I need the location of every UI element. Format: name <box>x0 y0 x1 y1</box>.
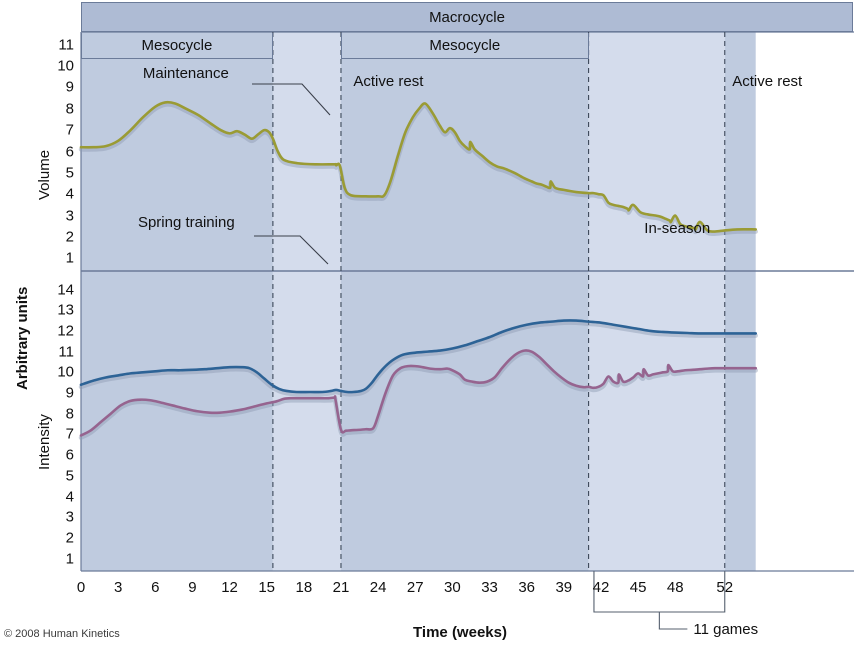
games-bracket-label: 11 games <box>693 621 759 638</box>
x-tick-30: 30 <box>444 579 461 596</box>
y-tick-volume-9: 9 <box>65 78 74 96</box>
maintenance-leader-line <box>252 83 331 116</box>
x-tick-21: 21 <box>332 579 350 596</box>
macrocycle-banner: Macrocycle <box>81 2 853 32</box>
x-tick-15: 15 <box>258 579 276 596</box>
copyright-notice: © 2008 Human Kinetics <box>4 628 120 640</box>
x-tick-39: 39 <box>555 579 573 596</box>
x-tick-45: 45 <box>629 579 647 596</box>
spring-training-label: Spring training <box>137 214 235 232</box>
active-rest-end-label: Active rest <box>732 73 803 91</box>
x-tick-18: 18 <box>295 579 313 596</box>
y-tick-intensity-8: 8 <box>65 405 74 423</box>
x-tick-9: 9 <box>188 579 197 596</box>
mesocycle-bar-label-1: Mesocycle <box>141 37 213 54</box>
series-line-volume <box>79 100 758 233</box>
y-tick-intensity-7: 7 <box>65 425 74 443</box>
y-tick-intensity-9: 9 <box>65 384 74 402</box>
mesocycle-bar-label-2: Mesocycle <box>429 37 501 54</box>
y-tick-volume-11: 11 <box>58 36 74 54</box>
active-rest-mid-label: Active rest <box>353 73 424 91</box>
y-tick-volume-4: 4 <box>65 185 74 203</box>
maintenance-label: Maintenance <box>142 64 229 82</box>
x-tick-42: 42 <box>592 579 610 596</box>
phase-band-active-rest-4 <box>724 32 756 571</box>
phase-band-in-season-3 <box>588 32 725 571</box>
y-tick-volume-8: 8 <box>65 100 74 118</box>
macrocycle-banner-label: Macrocycle <box>429 8 505 26</box>
y-tick-intensity-12: 12 <box>57 322 74 340</box>
y-tick-intensity-11: 11 <box>58 343 74 361</box>
x-tick-12: 12 <box>221 579 238 596</box>
x-tick-24: 24 <box>369 579 387 596</box>
y-tick-volume-1: 1 <box>65 249 74 267</box>
x-tick-48: 48 <box>666 579 684 596</box>
mesocycle-bar-2: Mesocycle <box>340 33 589 59</box>
y-tick-intensity-5: 5 <box>65 467 74 485</box>
overall-y-axis-title: Arbitrary units <box>14 286 31 390</box>
series-shadow-intensity-high <box>78 320 758 397</box>
series-line-intensity-low <box>79 349 758 437</box>
y-tick-intensity-10: 10 <box>57 363 74 381</box>
x-tick-6: 6 <box>151 579 160 596</box>
y-tick-intensity-14: 14 <box>57 281 74 299</box>
series-shadow-intensity-low <box>78 350 758 440</box>
y-tick-intensity-4: 4 <box>65 488 74 505</box>
x-tick-27: 27 <box>406 579 424 596</box>
y-tick-intensity-6: 6 <box>65 446 74 464</box>
intensity-axis-title: Intensity <box>36 414 53 470</box>
y-tick-volume-7: 7 <box>65 121 74 139</box>
mesocycle-bar-1: Mesocycle <box>81 33 273 59</box>
volume-y-ticks: 11 10 9 8 7 6 5 4 3 2 1 <box>30 0 74 649</box>
y-tick-volume-5: 5 <box>65 164 74 182</box>
phase-band-spring-training-0 <box>81 32 273 571</box>
y-tick-volume-2: 2 <box>65 228 74 246</box>
y-tick-intensity-13: 13 <box>57 301 74 319</box>
y-tick-intensity-2: 2 <box>65 529 74 547</box>
in-season-label: In-season <box>644 220 711 238</box>
x-tick-0: 0 <box>76 579 86 596</box>
series-line-intensity-high <box>79 319 758 394</box>
spring-training-leader-line <box>254 235 329 265</box>
y-tick-intensity-3: 3 <box>65 508 74 526</box>
intensity-y-ticks: 14 13 12 11 10 9 8 7 6 5 4 3 2 1 <box>30 0 74 649</box>
y-tick-volume-10: 10 <box>57 57 74 75</box>
x-tick-52: 52 <box>716 579 734 596</box>
x-tick-33: 33 <box>481 579 498 596</box>
y-tick-volume-6: 6 <box>65 143 74 160</box>
y-tick-volume-3: 3 <box>65 207 74 225</box>
x-tick-36: 36 <box>518 579 536 596</box>
games-bracket-leader <box>658 612 688 630</box>
series-shadow-volume <box>78 102 758 237</box>
x-tick-3: 3 <box>113 579 123 596</box>
volume-axis-title: Volume <box>36 149 53 200</box>
phase-band-active-rest-1 <box>272 32 341 571</box>
y-tick-intensity-1: 1 <box>65 550 74 568</box>
x-axis-title: Time (weeks) <box>413 624 507 641</box>
phase-band-maintenance-2 <box>340 32 589 571</box>
